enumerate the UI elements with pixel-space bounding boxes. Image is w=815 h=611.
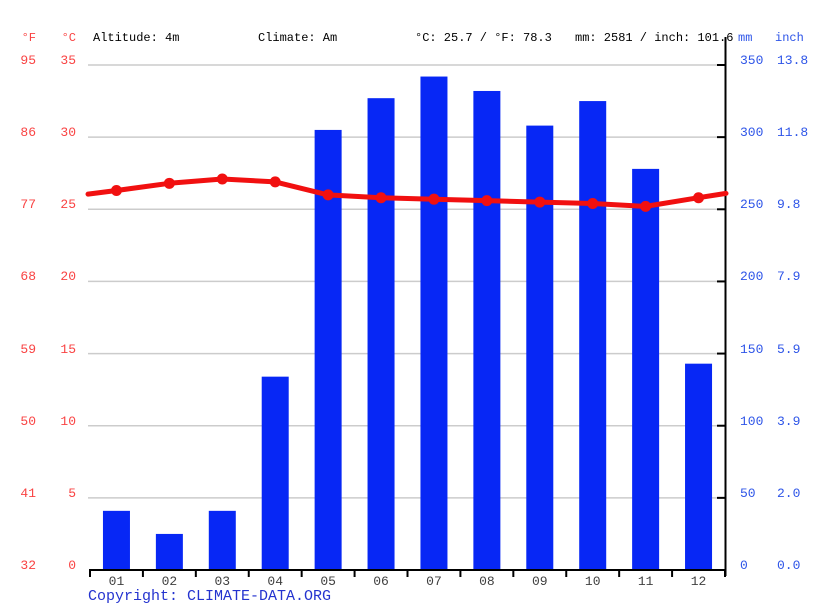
- precipitation-bar: [579, 101, 607, 571]
- y-tick-mm: 200: [740, 269, 764, 285]
- precipitation-bar: [367, 98, 395, 570]
- y-tick-fahrenheit: 68: [20, 269, 36, 285]
- y-tick-celsius: 5: [68, 485, 76, 501]
- temperature-point: [216, 173, 228, 185]
- y-tick-celsius: 0: [68, 558, 76, 573]
- temperature-point: [322, 189, 334, 201]
- x-tick-month: 04: [267, 574, 283, 589]
- temperature-point: [481, 195, 493, 207]
- temperature-point: [163, 177, 175, 189]
- temperature-point: [269, 176, 281, 188]
- y-tick-mm: 50: [740, 485, 756, 501]
- x-tick-month: 09: [531, 574, 548, 589]
- y-tick-celsius: 30: [60, 125, 76, 141]
- y-tick-inch: 2.0: [777, 485, 801, 501]
- precipitation-bar: [102, 510, 130, 570]
- y-tick-fahrenheit: 86: [20, 125, 36, 141]
- copyright-label: Copyright:: [88, 588, 188, 605]
- precipitation-bar: [632, 168, 660, 570]
- precipitation-bar: [473, 90, 501, 570]
- left-axis-unit-celsius: °C: [61, 31, 76, 45]
- x-tick-month: 11: [637, 574, 654, 589]
- y-tick-mm: 300: [740, 125, 764, 141]
- y-tick-fahrenheit: 95: [20, 53, 36, 68]
- precipitation-bar: [155, 533, 183, 570]
- y-tick-celsius: 35: [60, 53, 76, 68]
- y-tick-fahrenheit: 41: [20, 485, 36, 501]
- precipitation-bar: [208, 510, 236, 570]
- precipitation-bar: [314, 129, 342, 570]
- x-tick-month: 10: [584, 574, 601, 589]
- altitude-label: Altitude: 4m: [93, 31, 180, 45]
- right-axis-unit-mm: mm: [738, 31, 753, 45]
- copyright: Copyright: CLIMATE-DATA.ORG: [88, 588, 331, 605]
- copyright-link[interactable]: CLIMATE-DATA.ORG: [187, 588, 332, 605]
- precipitation-bar: [261, 376, 289, 570]
- x-tick-month: 01: [108, 574, 125, 589]
- y-tick-mm: 250: [740, 197, 764, 213]
- y-tick-celsius: 10: [60, 413, 76, 429]
- x-tick-month: 02: [161, 574, 178, 589]
- climate-label: Climate: Am: [258, 31, 338, 45]
- precipitation-total-label: mm: 2581 / inch: 101.6: [575, 31, 734, 45]
- y-tick-inch: 5.9: [777, 341, 801, 357]
- y-tick-mm: 100: [740, 413, 764, 429]
- y-tick-mm: 350: [740, 53, 764, 68]
- y-tick-fahrenheit: 32: [20, 558, 36, 573]
- temperature-point: [534, 196, 546, 208]
- right-axis-unit-inch: inch: [775, 31, 804, 45]
- y-tick-fahrenheit: 59: [20, 341, 36, 357]
- x-tick-month: 03: [214, 574, 231, 589]
- temperature-point: [428, 193, 440, 205]
- x-tick-month: 08: [479, 574, 495, 589]
- y-tick-inch: 9.8: [777, 197, 801, 213]
- y-tick-inch: 3.9: [777, 413, 801, 429]
- temperature-line: [85, 176, 729, 209]
- y-tick-inch: 11.8: [777, 125, 809, 141]
- y-tick-celsius: 20: [60, 269, 76, 285]
- temperature-point: [693, 192, 705, 204]
- y-tick-celsius: 25: [60, 197, 76, 213]
- x-tick-month: 06: [373, 574, 389, 589]
- x-tick-month: 12: [690, 574, 707, 589]
- y-tick-celsius: 15: [60, 341, 76, 357]
- precipitation-bar: [685, 363, 713, 570]
- y-tick-fahrenheit: 77: [20, 197, 36, 213]
- y-tick-mm: 150: [740, 341, 764, 357]
- x-tick-month: 05: [320, 574, 336, 589]
- precipitation-bar: [526, 125, 554, 570]
- y-tick-fahrenheit: 50: [20, 413, 36, 429]
- temperature-point: [640, 200, 652, 212]
- left-axis-unit-fahrenheit: °F: [21, 31, 36, 45]
- y-tick-inch: 13.8: [777, 53, 809, 68]
- y-tick-mm: 0: [740, 558, 748, 573]
- temperature-average-label: °C: 25.7 / °F: 78.3: [415, 31, 552, 45]
- x-tick-month: 07: [426, 574, 442, 589]
- y-tick-inch: 0.0: [777, 558, 801, 573]
- temperature-point: [110, 185, 122, 197]
- y-tick-inch: 7.9: [777, 269, 801, 285]
- temperature-point: [587, 198, 599, 210]
- temperature-point: [375, 192, 387, 204]
- precipitation-bar: [420, 76, 448, 571]
